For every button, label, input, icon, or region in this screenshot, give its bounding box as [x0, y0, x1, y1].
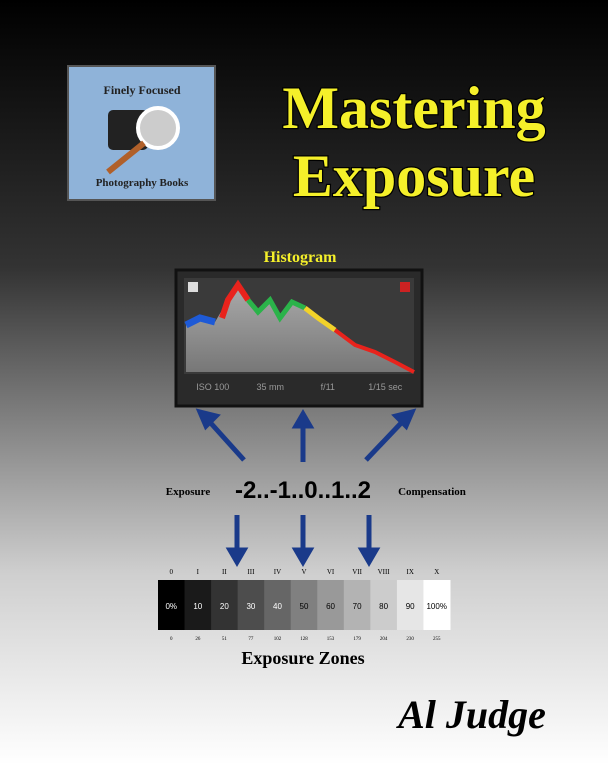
zone-cell — [158, 580, 186, 630]
histogram-tail — [333, 328, 415, 374]
arrow-head — [357, 547, 381, 567]
logo: Finely Focused Photography Books — [67, 65, 216, 201]
histogram-label: Histogram — [264, 249, 338, 266]
exposure-right: Compensation — [398, 486, 466, 498]
zone-percent: 0% — [165, 602, 177, 611]
zone-numeral: IV — [274, 568, 281, 576]
zone-level: 128 — [300, 637, 308, 642]
histogram-red — [219, 279, 251, 319]
zone-level: 255 — [433, 637, 441, 642]
histogram-info: 1/15 sec — [368, 382, 403, 392]
zone-cell — [264, 580, 292, 630]
arrow — [364, 418, 406, 462]
zones: 0% 0 0 10 I 26 20 II 51 30 III 77 40 IV 102 50 V 128 60 VI 1… — [158, 568, 451, 642]
highlight-clip — [400, 282, 410, 292]
arrow — [206, 418, 246, 462]
zones-label: Exposure Zones — [241, 648, 364, 668]
zone-percent: 30 — [246, 602, 255, 611]
arrow-head — [195, 408, 221, 431]
zone-level: 230 — [406, 637, 414, 642]
exposure-left: Exposure — [166, 486, 211, 498]
zone-level: 26 — [195, 637, 201, 642]
zone-numeral: VI — [327, 568, 335, 576]
arrow-head — [291, 547, 315, 567]
zone-level: 179 — [353, 637, 361, 642]
arrow-head — [291, 409, 315, 429]
zone-level: 102 — [274, 637, 282, 642]
magnifier — [136, 106, 180, 150]
arrow-head — [225, 547, 249, 567]
zone-cell — [396, 580, 424, 630]
zone-percent: 80 — [379, 602, 388, 611]
zone-level: 0 — [170, 637, 173, 642]
arrows — [195, 408, 417, 567]
title-line2: Exposure — [293, 143, 535, 209]
compensation-scale: -2..-1..0..1..2 — [235, 477, 371, 504]
zone-cell — [370, 580, 398, 630]
magnifier-handle — [106, 140, 146, 175]
zone-percent: 90 — [406, 602, 415, 611]
zone-level: 51 — [222, 637, 228, 642]
zone-cell — [290, 580, 318, 630]
zone-percent: 60 — [326, 602, 335, 611]
zone-numeral: II — [222, 568, 227, 576]
histogram-panel: ISO 100 35 mm f/11 1/15 sec — [174, 268, 424, 408]
zone-numeral: I — [197, 568, 200, 576]
zone-percent: 20 — [220, 602, 229, 611]
zone-cell — [184, 580, 212, 630]
logo-top: Finely Focused — [104, 83, 181, 97]
logo-bottom: Photography Books — [96, 177, 189, 189]
histogram-info: f/11 — [321, 382, 335, 392]
zone-cell — [317, 580, 345, 630]
author: Al Judge — [395, 692, 546, 737]
shadow-clip — [188, 282, 198, 292]
zone-numeral: VIII — [378, 568, 391, 576]
zone-level: 153 — [327, 637, 335, 642]
zone-cell — [423, 580, 451, 630]
zone-numeral: VII — [352, 568, 362, 576]
zone-percent: 100% — [426, 602, 446, 611]
zone-level: 204 — [380, 637, 388, 642]
zone-numeral: III — [247, 568, 255, 576]
zone-cell — [343, 580, 371, 630]
zone-percent: 70 — [353, 602, 362, 611]
histogram-blue — [184, 314, 216, 329]
arrow-head — [391, 408, 417, 431]
zone-percent: 40 — [273, 602, 282, 611]
zone-numeral: 0 — [170, 568, 174, 576]
zone-percent: 50 — [300, 602, 309, 611]
zone-cell — [237, 580, 265, 630]
histogram-area — [186, 285, 414, 372]
zone-numeral: X — [434, 568, 439, 576]
zone-numeral: V — [301, 568, 306, 576]
histogram-yellow — [303, 306, 337, 333]
zone-percent: 10 — [193, 602, 202, 611]
histogram-green — [246, 295, 307, 323]
zone-level: 77 — [248, 637, 254, 642]
histogram-info: 35 mm — [256, 382, 284, 392]
title-line1: Mastering — [282, 75, 545, 141]
zone-cell — [211, 580, 239, 630]
histogram-info: ISO 100 — [196, 382, 229, 392]
zone-numeral: IX — [406, 568, 413, 576]
